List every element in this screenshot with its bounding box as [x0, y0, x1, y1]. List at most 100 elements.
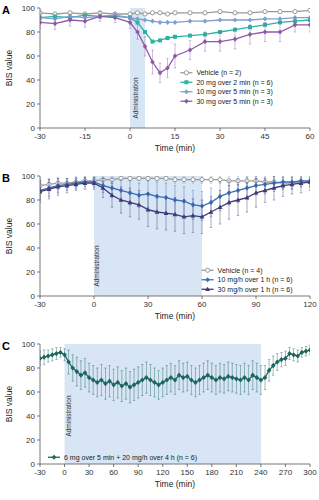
x-tick: [187, 464, 188, 467]
x-tick: [260, 464, 261, 467]
error-cap: [174, 394, 176, 395]
data-point: [128, 200, 133, 204]
error-cap: [108, 365, 110, 366]
y-tick: [37, 464, 40, 465]
data-point: [259, 377, 264, 382]
data-point: [308, 8, 310, 12]
y-tick-label: 60: [26, 388, 35, 397]
data-point: [304, 349, 309, 354]
data-point: [119, 176, 123, 180]
data-point: [267, 368, 272, 373]
series: [40, 8, 310, 16]
data-point: [203, 39, 208, 44]
data-point: [150, 19, 155, 24]
data-point: [210, 375, 215, 380]
error-cap: [129, 16, 131, 17]
y-tick: [37, 392, 40, 393]
y-axis-label: BIS value: [4, 50, 14, 87]
error-cap: [129, 180, 131, 181]
x-tick-label: 0: [128, 132, 133, 141]
data-point: [218, 39, 223, 44]
error-cap: [166, 394, 168, 395]
legend-marker: [205, 287, 210, 291]
error-cap: [48, 179, 50, 180]
data-point: [62, 352, 67, 357]
error-cap: [231, 392, 233, 393]
x-tick-label: 15: [171, 132, 180, 141]
error-cap: [144, 56, 146, 57]
error-cap: [174, 183, 176, 184]
error-cap: [272, 375, 274, 376]
x-tick: [85, 128, 86, 131]
error-cap: [246, 183, 248, 184]
x-tick-label: 300: [303, 468, 317, 477]
error-cap: [264, 22, 266, 23]
x-axis-label: Time (min): [155, 311, 195, 321]
data-point: [222, 376, 227, 381]
y-tick-label: 20: [26, 436, 35, 445]
data-point: [191, 213, 196, 217]
error-cap: [210, 183, 212, 184]
error-cap: [247, 365, 249, 366]
error-cap: [256, 392, 258, 393]
error-cap: [273, 200, 275, 201]
y-axis-label: BIS value: [4, 386, 14, 423]
error-cap: [129, 188, 131, 189]
data-point: [182, 214, 187, 218]
data-point: [300, 350, 305, 355]
series-line: [40, 350, 310, 387]
error-cap: [190, 394, 192, 395]
error-cap: [264, 178, 266, 179]
x-tick-label: 120: [156, 468, 170, 477]
data-point: [151, 40, 155, 44]
error-cap: [201, 233, 203, 234]
error-cap: [125, 368, 127, 369]
panel-title: A: [2, 4, 10, 16]
data-point: [308, 15, 310, 20]
error-cap: [84, 27, 86, 28]
y-tick-label: 100: [22, 4, 36, 13]
data-point: [218, 17, 223, 22]
legend: 6 mg over 5 min + 20 mg/h over 4 h (n = …: [48, 454, 197, 462]
error-cap: [309, 345, 310, 346]
plot-area: [40, 176, 310, 296]
x-tick: [40, 296, 41, 299]
error-cap: [219, 32, 221, 33]
data-point: [275, 359, 280, 364]
error-cap: [288, 347, 290, 348]
data-point: [189, 377, 194, 382]
error-cap: [129, 402, 131, 403]
error-cap: [151, 50, 153, 51]
data-point: [95, 380, 100, 385]
error-cap: [165, 196, 167, 197]
error-cap: [292, 348, 294, 349]
error-cap: [284, 351, 286, 352]
data-point: [135, 16, 140, 21]
x-tick: [148, 296, 149, 299]
series-line: [40, 15, 310, 41]
x-tick-label: 210: [230, 468, 244, 477]
data-point: [181, 375, 186, 380]
error-cap: [162, 368, 164, 369]
data-point: [158, 11, 162, 15]
error-cap: [305, 346, 307, 347]
error-cap: [149, 364, 151, 365]
data-point: [295, 353, 300, 358]
series-line: [40, 16, 310, 72]
data-point: [173, 20, 178, 25]
error-cap: [145, 393, 147, 394]
error-cap: [192, 232, 194, 233]
error-cap: [268, 381, 270, 382]
data-point: [214, 377, 219, 382]
error-cap: [114, 12, 116, 13]
data-point: [188, 47, 193, 52]
data-point: [255, 375, 260, 380]
legend-label: 30 mg over 5 min (n = 3): [196, 98, 272, 106]
x-tick: [211, 464, 212, 467]
data-point: [137, 202, 142, 206]
error-cap: [96, 396, 98, 397]
error-cap: [215, 365, 217, 366]
error-cap: [63, 360, 65, 361]
data-point: [293, 22, 298, 27]
x-tick-label: 60: [109, 468, 118, 477]
